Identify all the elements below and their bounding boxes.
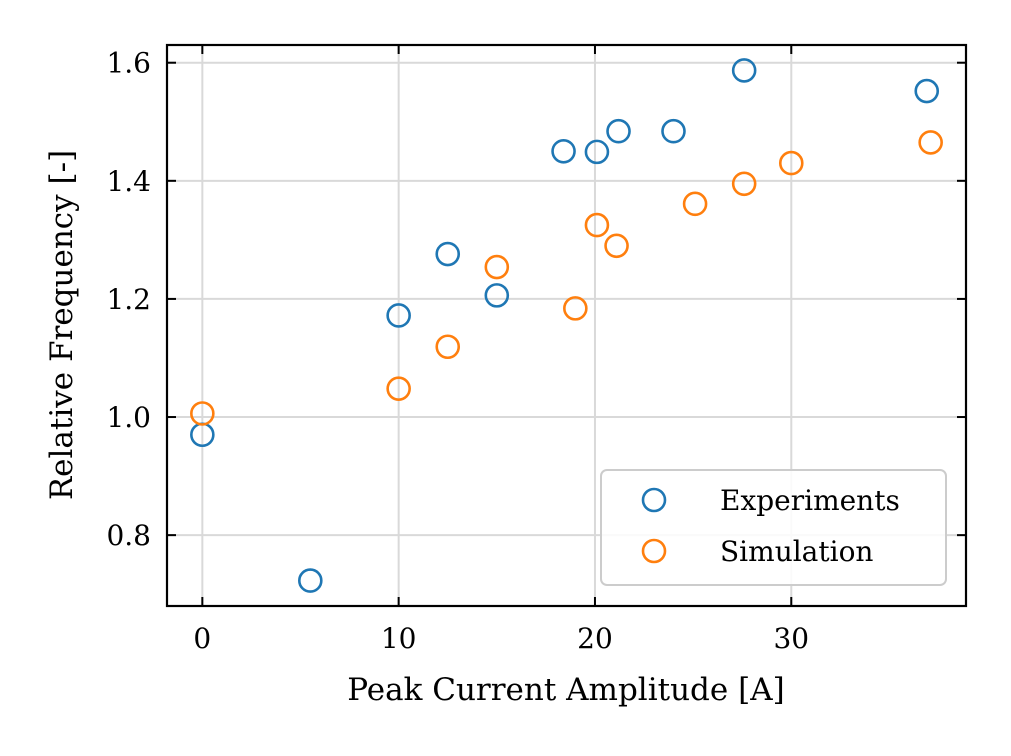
point-simulation [604, 233, 629, 259]
legend: Experiments Simulation [600, 469, 947, 586]
point-experiments [386, 303, 411, 328]
point-experiments [298, 568, 323, 593]
point-simulation [435, 334, 461, 360]
point-simulation [563, 296, 588, 321]
x-tick-label: 10 [381, 622, 417, 655]
point-experiments [435, 241, 461, 267]
y-tick-label: 1.6 [106, 47, 151, 80]
x-tick-label: 20 [577, 622, 613, 655]
point-simulation [386, 376, 411, 401]
data-points [190, 58, 943, 593]
y-tick-label: 1.0 [106, 401, 151, 434]
point-experiments [661, 118, 686, 144]
legend-box [600, 469, 947, 586]
point-simulation [484, 254, 510, 280]
y-axis-label: Relative Frequency [-] [44, 150, 80, 500]
point-experiments [484, 283, 510, 308]
grid [167, 45, 966, 606]
x-tick-label: 30 [773, 622, 809, 655]
x-tick-label: 0 [193, 622, 211, 655]
legend-label-experiments: Experiments [720, 484, 900, 517]
legend-label-simulation: Simulation [720, 535, 873, 568]
tick-labels: 0 10 20 30 0.8 1.0 1.2 1.4 1.6 [106, 47, 809, 655]
y-tick-label: 0.8 [106, 519, 151, 552]
legend-marker-simulation [641, 538, 667, 564]
point-simulation [778, 150, 804, 176]
point-experiments [914, 78, 940, 104]
point-simulation [584, 212, 610, 238]
y-tick-label: 1.2 [106, 283, 151, 316]
point-simulation [918, 130, 943, 155]
point-experiments [551, 138, 576, 164]
x-axis-label: Peak Current Amplitude [A] [347, 672, 784, 708]
ticks [167, 45, 966, 606]
plot-frame [165, 43, 968, 608]
point-simulation [682, 191, 708, 217]
point-simulation [731, 171, 757, 197]
y-tick-label: 1.4 [106, 165, 151, 198]
legend-marker-experiments [641, 487, 667, 513]
point-experiments [606, 118, 631, 144]
point-experiments [584, 139, 610, 165]
point-experiments [731, 58, 757, 83]
point-simulation [190, 401, 215, 426]
